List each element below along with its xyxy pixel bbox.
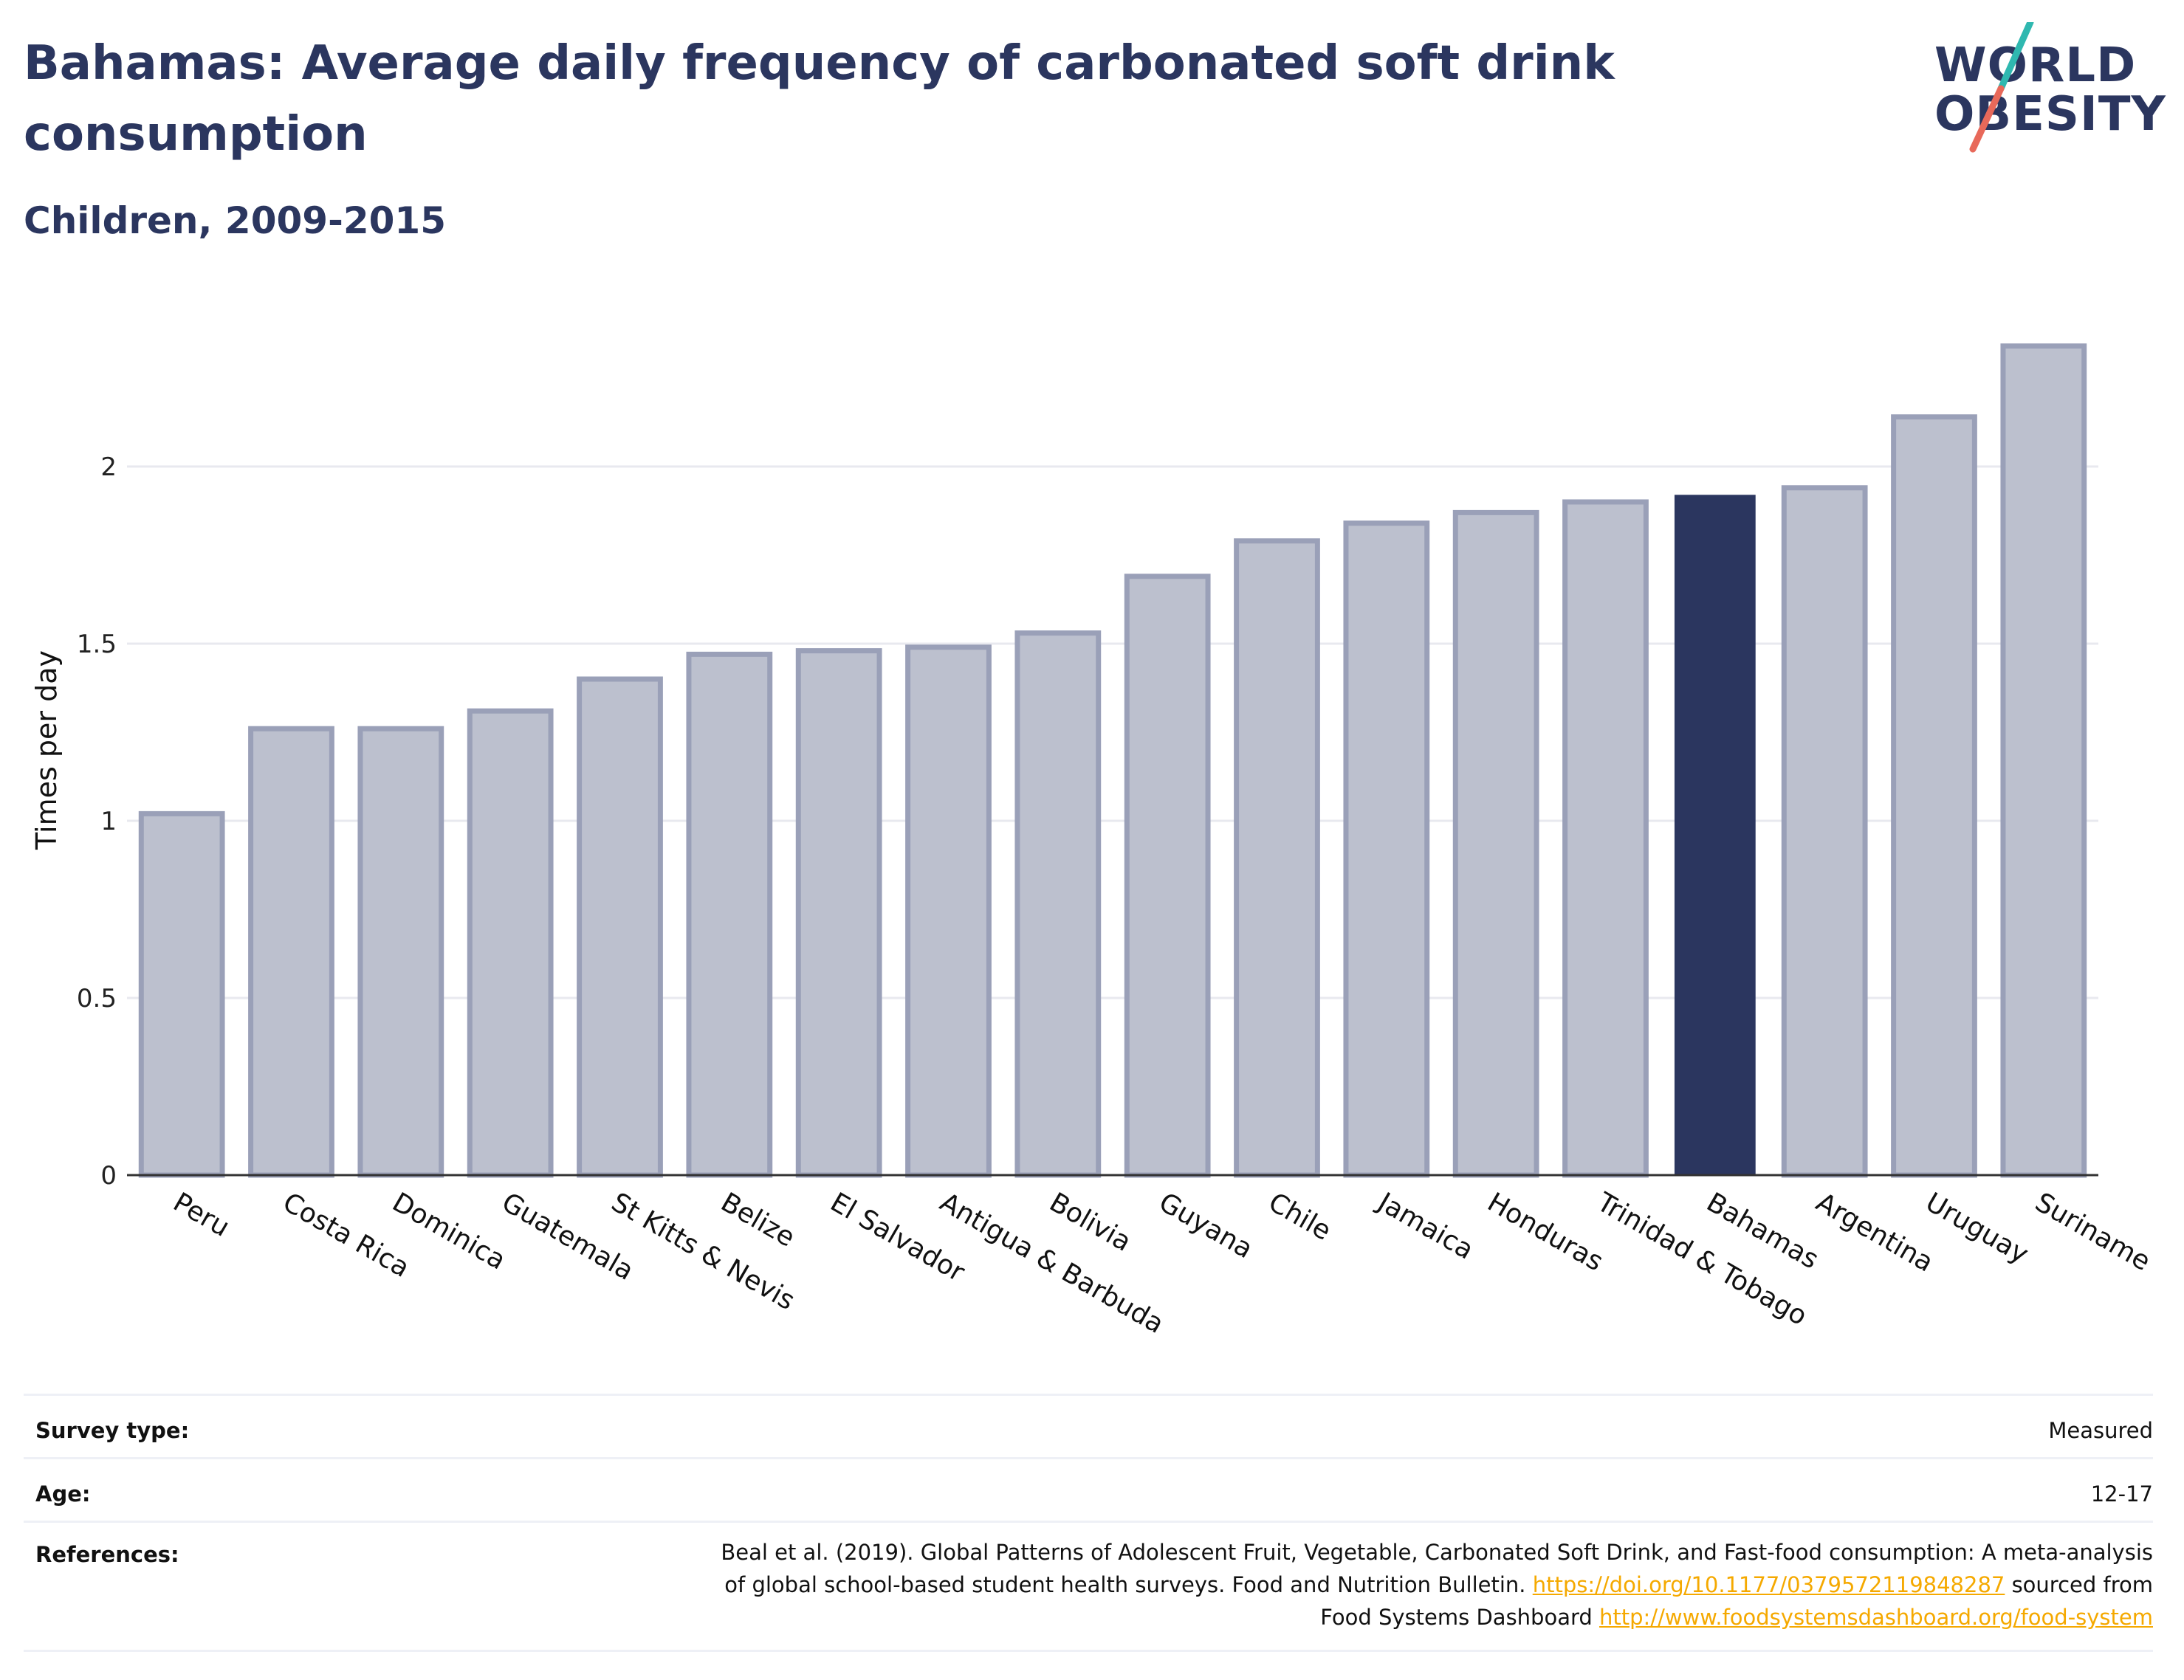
- ref-text-3: sourced from: [2011, 1572, 2153, 1597]
- y-tick-label: 2: [100, 452, 117, 482]
- x-tick-label: Belize: [715, 1187, 800, 1253]
- ref-text-4: Food Systems Dashboard: [1320, 1605, 1593, 1630]
- ref-text-2: of global school-based student health su…: [724, 1572, 1526, 1597]
- logo-slash-icon: [1969, 22, 2034, 153]
- y-tick-label: 0.5: [77, 984, 117, 1013]
- x-tick-label: Argentina: [1811, 1187, 1939, 1278]
- x-tick-label: Chile: [1263, 1187, 1336, 1247]
- x-tick-label: Trinidad & Tobago: [1591, 1187, 1812, 1332]
- y-tick-label: 1: [100, 807, 117, 836]
- bar: [795, 648, 882, 1178]
- world-obesity-logo: WORLD OBESITY: [1920, 22, 2171, 162]
- bar: [357, 726, 444, 1178]
- y-tick-label: 0: [100, 1161, 117, 1191]
- bar: [1014, 630, 1102, 1178]
- bar: [1124, 574, 1211, 1178]
- x-tick-label: Uruguay: [1920, 1187, 2033, 1270]
- x-tick-label: Jamaica: [1372, 1186, 1479, 1265]
- y-tick-label: 1.5: [77, 630, 117, 659]
- bar: [686, 651, 773, 1178]
- x-tick-label: Bolivia: [1044, 1187, 1136, 1258]
- x-tick-label: Honduras: [1483, 1187, 1608, 1277]
- x-tick-label: Suriname: [2030, 1187, 2155, 1277]
- bar: [905, 644, 992, 1178]
- age-label: Age:: [35, 1481, 91, 1507]
- x-tick-label: Peru: [168, 1187, 235, 1243]
- chart-title: Bahamas: Average daily frequency of carb…: [24, 36, 1615, 162]
- age-row: Age: 12-17: [24, 1457, 2153, 1523]
- bar: [138, 810, 225, 1178]
- bar: [1343, 520, 1430, 1178]
- bar: [1781, 485, 1868, 1178]
- logo-line-2: OBESITY: [1934, 87, 2166, 142]
- logo-line-1: WORLD: [1934, 38, 2137, 93]
- bar: [2000, 343, 2087, 1178]
- survey-type-row: Survey type: Measured: [24, 1394, 2153, 1459]
- ref-line-2: of global school-based student health su…: [566, 1569, 2153, 1601]
- chart-subtitle: Children, 2009-2015: [24, 199, 446, 242]
- ref-line-1: Beal et al. (2019). Global Patterns of A…: [721, 1540, 2153, 1565]
- doi-link[interactable]: https://doi.org/10.1177/0379572119848287: [1532, 1572, 2005, 1597]
- bar: [1562, 499, 1649, 1178]
- bar: [1452, 509, 1539, 1178]
- survey-type-value: Measured: [2048, 1418, 2153, 1443]
- references-row: References: Beal et al. (2019). Global P…: [24, 1521, 2153, 1652]
- bar: [1891, 414, 1977, 1178]
- survey-type-label: Survey type:: [35, 1418, 190, 1443]
- x-tick-label: St Kitts & Nevis: [606, 1187, 800, 1316]
- bar: [248, 726, 334, 1178]
- dashboard-link[interactable]: http://www.foodsystemsdashboard.org/food…: [1599, 1605, 2153, 1630]
- bar: [577, 676, 663, 1178]
- ref-line-3: Food Systems Dashboard http://www.foodsy…: [566, 1601, 2153, 1633]
- bar: [1674, 495, 1756, 1175]
- references-text: Beal et al. (2019). Global Patterns of A…: [566, 1536, 2153, 1633]
- bar: [1234, 538, 1320, 1178]
- age-value: 12-17: [2090, 1481, 2153, 1507]
- references-label: References:: [35, 1542, 179, 1567]
- y-axis-label: Times per day: [30, 650, 63, 850]
- bar: [467, 708, 554, 1178]
- x-tick-label: Guyana: [1154, 1187, 1258, 1264]
